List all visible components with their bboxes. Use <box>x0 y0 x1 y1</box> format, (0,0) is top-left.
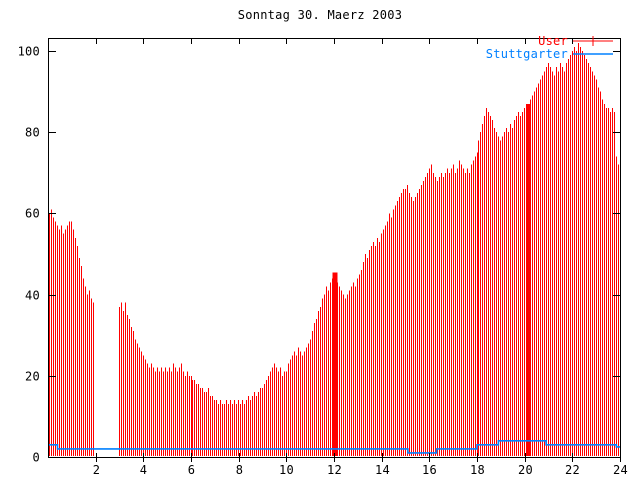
legend-item-user: User <box>486 35 614 47</box>
x-tick-label: 20 <box>518 463 533 477</box>
x-tick-label: 2 <box>93 463 100 477</box>
x-tick-label: 16 <box>422 463 437 477</box>
x-tick-label: 4 <box>140 463 147 477</box>
legend-user-plus-icon <box>588 36 598 46</box>
legend-label-stuttgarter: Stuttgarter <box>485 47 568 61</box>
x-tick-label: 18 <box>470 463 485 477</box>
legend-item-stuttgarter: Stuttgarter <box>486 48 614 60</box>
legend-label-user: User <box>538 34 568 48</box>
y-tick-label: 60 <box>25 207 40 221</box>
legend-sample-user-line-plus-marker <box>573 36 613 46</box>
legend-sample-stuttgarter-line <box>573 53 613 55</box>
x-tick-label: 12 <box>327 463 342 477</box>
x-tick-label: 22 <box>565 463 580 477</box>
y-tick-label: 20 <box>25 370 40 384</box>
x-tick-label: 14 <box>375 463 390 477</box>
stuttgarter-step-line <box>48 439 620 454</box>
y-tick-label: 80 <box>25 126 40 140</box>
x-tick-label: 24 <box>613 463 628 477</box>
x-tick-label: 8 <box>236 463 243 477</box>
y-tick-label: 100 <box>18 45 40 59</box>
axis-ticks <box>49 39 621 462</box>
chart-title: Sonntag 30. Maerz 2003 <box>237 8 403 22</box>
legend: User Stuttgarter <box>486 35 614 61</box>
user-solid-spikes <box>332 103 531 456</box>
x-tick-label: 10 <box>279 463 294 477</box>
x-tick-label: 6 <box>188 463 195 477</box>
y-tick-label: 0 <box>33 451 40 465</box>
y-tick-label: 40 <box>25 289 40 303</box>
